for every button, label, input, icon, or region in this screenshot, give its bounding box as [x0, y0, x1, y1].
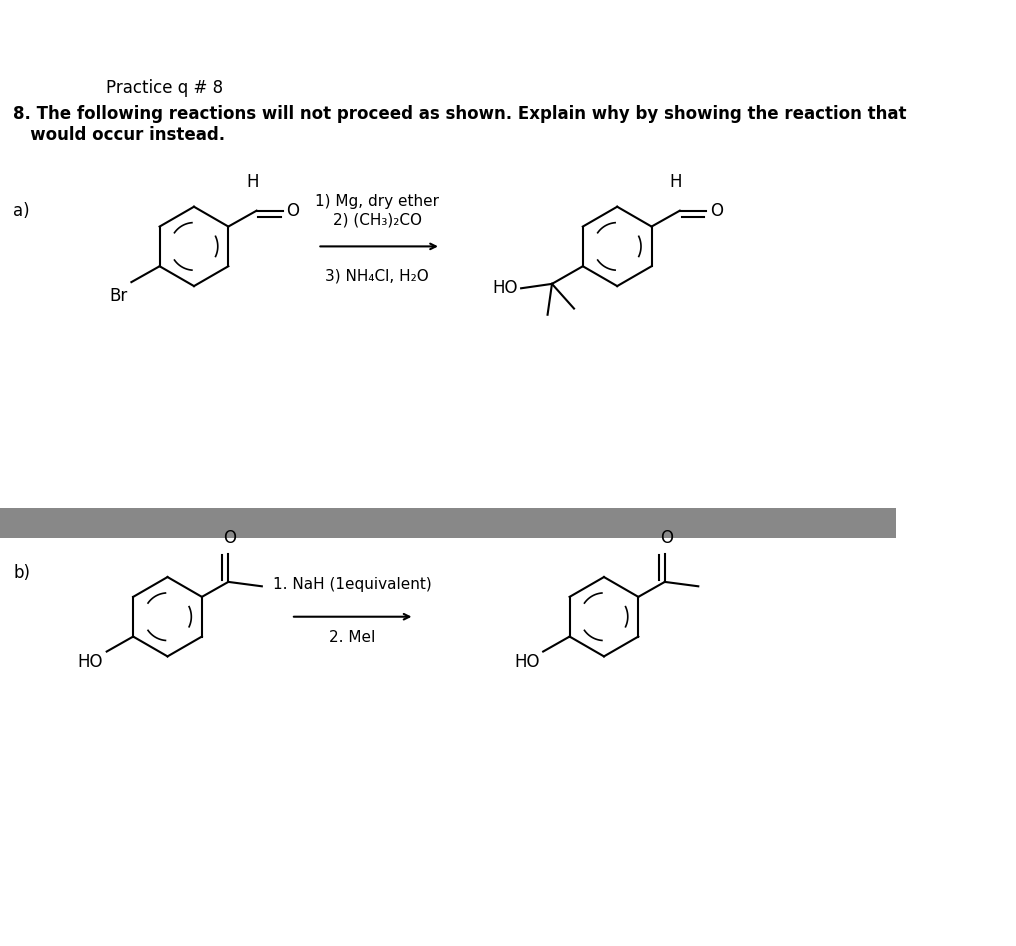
Text: 1) Mg, dry ether: 1) Mg, dry ether — [315, 194, 439, 209]
Text: O: O — [224, 529, 237, 547]
Text: H: H — [670, 173, 682, 191]
Text: O: O — [660, 529, 673, 547]
Text: Br: Br — [110, 287, 128, 305]
Text: 3) NH₄Cl, H₂O: 3) NH₄Cl, H₂O — [325, 269, 429, 284]
Text: H: H — [246, 173, 258, 191]
Text: HO: HO — [77, 654, 104, 672]
FancyBboxPatch shape — [0, 508, 896, 538]
Text: 1. NaH (1equivalent): 1. NaH (1equivalent) — [273, 577, 432, 592]
Text: 2) (CH₃)₂CO: 2) (CH₃)₂CO — [333, 212, 422, 227]
Text: 8. The following reactions will not proceed as shown. Explain why by showing the: 8. The following reactions will not proc… — [13, 105, 906, 144]
Text: 2. MeI: 2. MeI — [329, 630, 376, 645]
Text: b): b) — [13, 564, 30, 582]
Text: HO: HO — [492, 279, 517, 297]
Text: O: O — [710, 201, 722, 219]
Text: Practice q # 8: Practice q # 8 — [106, 79, 223, 96]
Text: a): a) — [13, 202, 29, 220]
Text: HO: HO — [514, 654, 539, 672]
Text: O: O — [287, 201, 300, 219]
